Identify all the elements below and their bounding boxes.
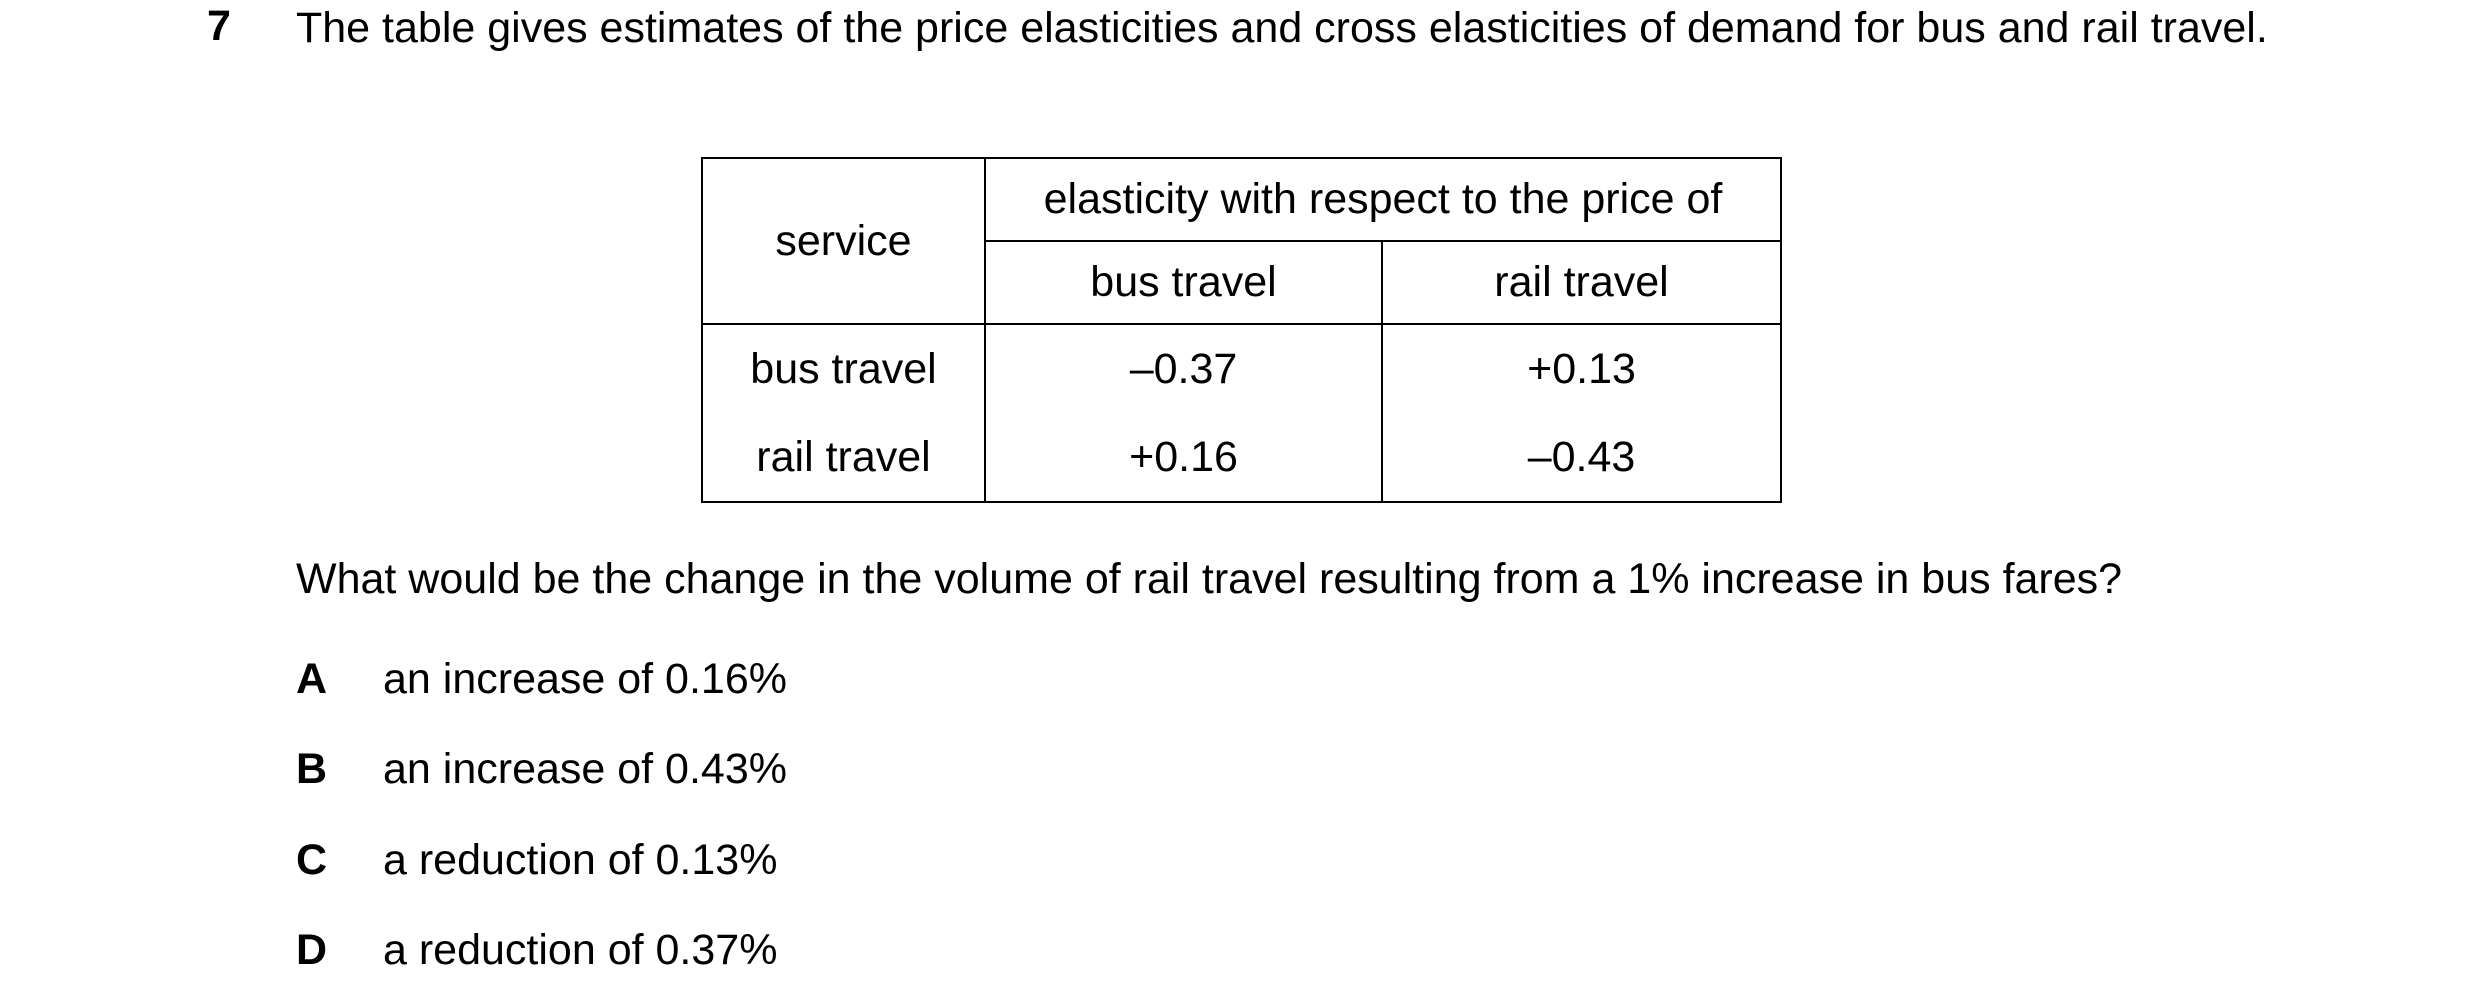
question-number: 7 xyxy=(207,2,231,50)
option-letter: A xyxy=(296,655,328,703)
row-header: service xyxy=(701,157,986,325)
table-cell: bus travel xyxy=(701,323,986,413)
column-header: rail travel xyxy=(1381,240,1782,325)
table-cell: –0.37 xyxy=(984,323,1383,413)
option-text[interactable]: an increase of 0.43% xyxy=(383,745,787,793)
header-row: service elasticity with respect to the p… xyxy=(701,157,1782,325)
elasticity-table: service elasticity with respect to the p… xyxy=(701,157,1782,503)
table-cell: +0.13 xyxy=(1381,323,1782,413)
column-header: bus travel xyxy=(984,240,1383,325)
option-letter: C xyxy=(296,836,328,884)
table-cell: +0.16 xyxy=(984,413,1383,503)
question-prompt: What would be the change in the volume o… xyxy=(296,555,2123,603)
option-text[interactable]: an increase of 0.16% xyxy=(383,655,787,703)
question-intro: The table gives estimates of the price e… xyxy=(296,4,2268,52)
table-row: rail travel +0.16 –0.43 xyxy=(701,413,1782,503)
table-cell: rail travel xyxy=(701,413,986,503)
table-cell: –0.43 xyxy=(1381,413,1782,503)
option-letter: D xyxy=(296,926,328,974)
option-text[interactable]: a reduction of 0.37% xyxy=(383,926,778,974)
header-row: bus travel rail travel xyxy=(702,240,1782,325)
option-text[interactable]: a reduction of 0.13% xyxy=(383,836,778,884)
group-header: elasticity with respect to the price of xyxy=(984,157,1782,242)
option-letter: B xyxy=(296,745,328,793)
table-row: bus travel –0.37 +0.13 xyxy=(701,323,1782,413)
